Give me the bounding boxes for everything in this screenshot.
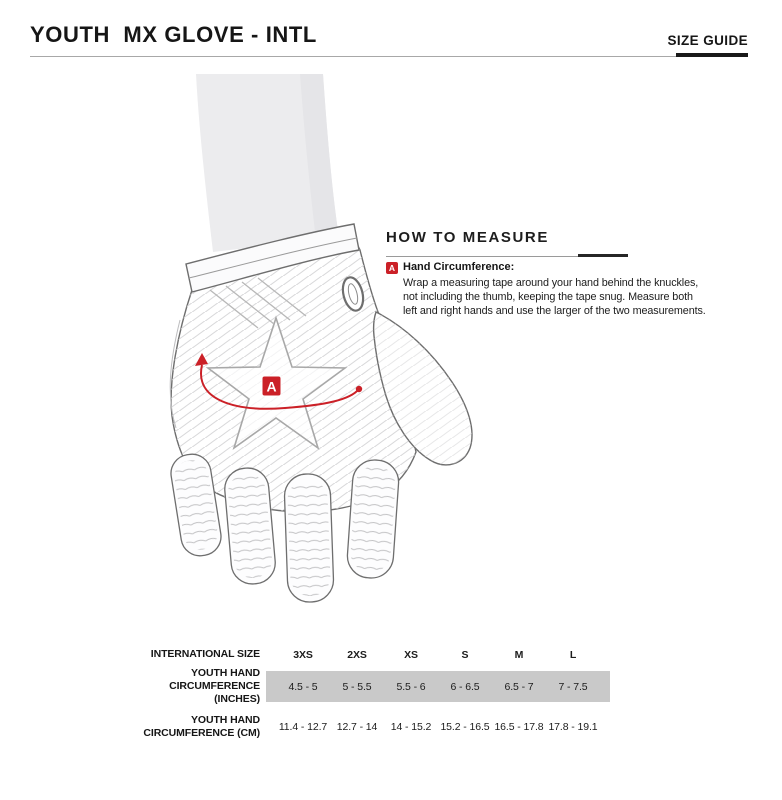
measure-item-marker: A <box>386 262 398 274</box>
measure-text-line: Wrap a measuring tape around your hand b… <box>403 277 699 289</box>
measurement-a-marker: A <box>261 375 282 397</box>
value-cell: 12.7 - 14 <box>336 721 378 733</box>
size-cell: M <box>514 648 524 661</box>
highlight-band: 4.5 - 5 5 - 5.5 5.5 - 6 6 - 6.5 6.5 - 7 … <box>266 671 610 702</box>
value-cell: 6.5 - 7 <box>504 680 534 693</box>
svg-text:A: A <box>266 379 276 395</box>
size-cell: L <box>569 648 577 661</box>
fingers <box>170 453 400 603</box>
how-to-measure-rule <box>386 256 628 257</box>
measure-text-line: left and right hands and use the larger … <box>403 305 706 318</box>
value-cell: 11.4 - 12.7 <box>278 721 328 733</box>
value-cell: 17.8 - 19.1 <box>548 721 598 733</box>
header-rule <box>30 56 748 57</box>
page-title: YOUTH MX GLOVE - INTL <box>30 22 317 47</box>
measure-text-line: not including the thumb, keeping the tap… <box>403 291 693 304</box>
measure-endpoint-dot <box>355 385 363 393</box>
size-cell: S <box>461 648 469 661</box>
arm-shape <box>196 74 339 252</box>
size-guide-label: SIZE GUIDE <box>667 33 748 48</box>
value-cell: 15.2 - 16.5 <box>440 721 490 733</box>
glove-illustration: A <box>169 74 473 603</box>
value-cell: 6 - 6.5 <box>450 680 480 693</box>
value-cell: 7 - 7.5 <box>558 680 588 693</box>
table-row-inches: YOUTH HAND CIRCUMFERENCE (INCHES) 4.5 - … <box>130 667 620 705</box>
value-cell: 14 - 15.2 <box>390 721 432 733</box>
value-cell: 4.5 - 5 <box>288 680 318 693</box>
thumb-shape <box>372 311 473 466</box>
cuff-shape <box>185 223 360 329</box>
pull-loop <box>341 276 365 312</box>
size-cell: 2XS <box>347 648 367 661</box>
measure-item-title: Hand Circumference: <box>403 261 515 273</box>
table-header-cells: 3XS 2XS XS S M L <box>266 641 610 668</box>
value-cells: 11.4 - 12.7 12.7 - 14 14 - 15.2 15.2 - 1… <box>266 707 610 747</box>
table-header-row: INTERNATIONAL SIZE 3XS 2XS XS S M L <box>130 641 620 668</box>
header-rule-accent <box>676 53 748 57</box>
how-to-measure-rule-accent <box>578 254 628 257</box>
size-cell: 3XS <box>293 648 313 661</box>
row-label: YOUTH HAND CIRCUMFERENCE (INCHES) <box>169 667 260 705</box>
value-cell: 5 - 5.5 <box>342 680 372 693</box>
row-label: YOUTH HAND CIRCUMFERENCE (CM) <box>143 714 260 739</box>
measure-item-text: Wrap a measuring tape around your hand b… <box>403 276 706 319</box>
how-to-measure-heading: HOW TO MEASURE <box>386 229 549 246</box>
size-table: INTERNATIONAL SIZE 3XS 2XS XS S M L YOUT… <box>130 641 620 747</box>
size-cell: XS <box>404 648 418 661</box>
value-cell: 16.5 - 17.8 <box>494 721 544 733</box>
value-cell: 5.5 - 6 <box>396 680 426 693</box>
table-row-cm: YOUTH HAND CIRCUMFERENCE (CM) 11.4 - 12.… <box>130 707 620 747</box>
table-header-label: INTERNATIONAL SIZE <box>150 648 260 660</box>
measure-arc <box>195 353 363 410</box>
measure-arrowhead <box>195 353 208 366</box>
